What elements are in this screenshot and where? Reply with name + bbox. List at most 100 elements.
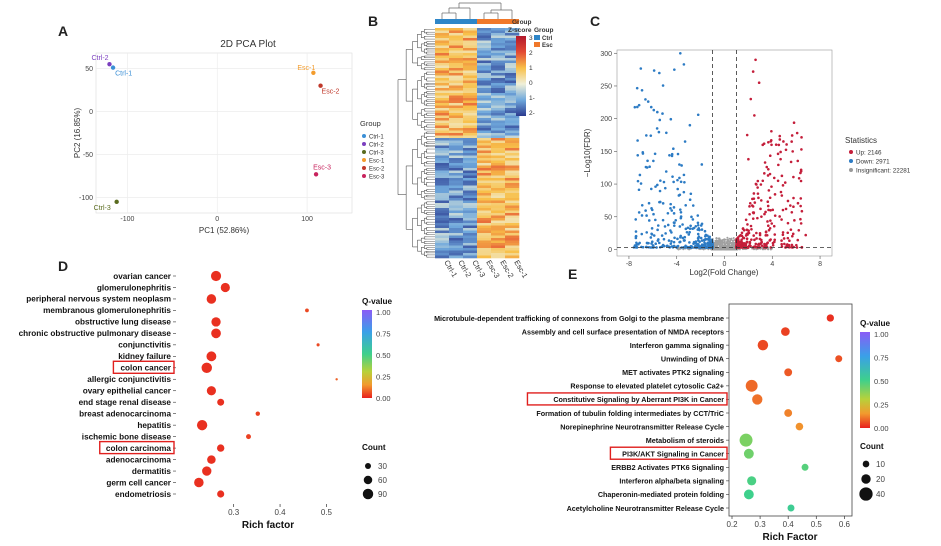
heatmap-cell <box>435 230 450 234</box>
heatmap-cell <box>491 98 506 101</box>
volcano-point-up <box>800 209 804 213</box>
heatmap-group-bar-cell <box>477 19 491 24</box>
heatmap-cell <box>463 85 478 89</box>
volcano-point-down <box>694 240 698 243</box>
volcano-legend-swatch <box>849 150 853 154</box>
volcano-point-down <box>658 200 662 204</box>
heat-group-legend-label: Ctrl <box>542 36 553 42</box>
volcano-point-up <box>751 205 755 208</box>
volcano-point-down <box>688 230 691 234</box>
volcano-point-up <box>792 205 795 208</box>
volcano-point-insignificant <box>730 248 733 251</box>
heatmap-cell <box>449 213 464 216</box>
heatmap-cell <box>491 115 506 119</box>
heatmap-cell <box>449 100 464 104</box>
heatmap-cell <box>477 70 492 74</box>
heat-group-bar-title: Group <box>512 19 532 26</box>
volcano-point-up <box>773 193 777 196</box>
disease-category-label: breast adenocarcinoma <box>79 409 171 418</box>
disease-point <box>255 411 260 416</box>
heatmap-cell <box>463 135 478 139</box>
volcano-y-tick: 0 <box>608 247 612 254</box>
disease-category-label: ovary epithelial cancer <box>83 387 172 396</box>
volcano-point-down <box>682 239 686 242</box>
volcano-point-up <box>770 129 773 133</box>
heatmap-cell <box>449 235 464 239</box>
volcano-y-tick: 200 <box>600 116 612 123</box>
heatmap-cell <box>505 75 520 79</box>
heatmap-cell <box>463 165 478 169</box>
volcano-point-down <box>699 236 703 240</box>
pathway-category-label: Chaperonin-mediated protein folding <box>598 490 724 499</box>
heatmap-cell <box>463 213 478 216</box>
volcano-point-down <box>702 244 706 247</box>
volcano-point-down <box>696 228 700 231</box>
heatmap-cell <box>449 163 464 166</box>
volcano-point-up <box>786 199 790 203</box>
heatmap-cell <box>435 118 450 121</box>
volcano-point-down <box>652 234 656 237</box>
volcano-point-up <box>767 140 770 144</box>
heatmap-cell <box>505 120 520 124</box>
heatmap-cell <box>491 90 506 94</box>
volcano-point-down <box>637 188 641 192</box>
heatmap-cell <box>435 60 450 64</box>
heatmap-cell <box>477 208 492 211</box>
volcano-point-insignificant <box>720 247 723 250</box>
volcano-point-down <box>679 210 683 214</box>
disease-category-label: dermatitis <box>132 467 172 476</box>
volcano-point-up <box>786 231 790 235</box>
heatmap-cell <box>435 195 450 199</box>
volcano-point-down <box>639 67 643 70</box>
volcano-point-up <box>759 207 762 211</box>
volcano-point-insignificant <box>720 244 723 247</box>
disease-qvalue-tick: 0.00 <box>376 394 391 403</box>
heatmap-cell <box>505 98 520 101</box>
heatmap-cell <box>477 85 492 89</box>
volcano-point-up <box>768 154 772 158</box>
volcano-point-down <box>696 113 700 117</box>
heatmap-cell <box>435 135 450 139</box>
pathway-category-label: ERBB2 Activates PTK6 Signaling <box>611 463 724 472</box>
volcano-point-down <box>652 108 656 112</box>
heatmap-cell <box>491 100 506 104</box>
volcano-point-insignificant <box>702 248 705 251</box>
heatmap-cell <box>463 115 478 119</box>
volcano-point-up <box>755 237 758 240</box>
pca-point-esc-2 <box>318 83 323 88</box>
heatmap-cell <box>435 250 450 254</box>
heatmap-cell <box>477 163 492 166</box>
heatmap-cell <box>477 73 492 76</box>
volcano-point-down <box>690 245 693 248</box>
disease-point <box>207 455 216 464</box>
volcano-point-insignificant <box>717 239 720 242</box>
volcano-point-up <box>771 241 775 245</box>
volcano-point-up <box>753 238 756 242</box>
pca-point-ctrl-3 <box>114 199 119 205</box>
heatmap-cell <box>449 120 464 124</box>
pathway-count-label: 40 <box>876 490 885 499</box>
volcano-point-up <box>742 229 746 232</box>
heatmap-cell <box>491 218 506 221</box>
volcano-point-up <box>783 242 786 246</box>
pca-point-label: Ctrl-1 <box>115 71 132 78</box>
volcano-point-up <box>754 242 758 246</box>
volcano-point-down <box>637 103 641 107</box>
volcano-point-down <box>689 224 692 228</box>
heatmap-cell <box>435 208 450 211</box>
volcano-point-down <box>650 227 654 230</box>
heatmap-cell <box>477 48 492 51</box>
heatmap-cell <box>435 30 450 34</box>
volcano-point-up <box>764 234 768 237</box>
volcano-point-up <box>787 243 791 247</box>
volcano-point-down <box>662 244 666 248</box>
disease-category-label: adenocarcinoma <box>106 455 172 464</box>
heatmap-cell <box>463 35 478 39</box>
heatmap-cell <box>463 103 478 106</box>
heatmap-cell <box>477 143 492 146</box>
heatmap-cell <box>477 75 492 79</box>
volcano-point-down <box>678 225 682 228</box>
heatmap-cell <box>477 133 492 136</box>
heatmap-group-bar-cell <box>435 19 449 24</box>
volcano-point-down <box>694 224 698 228</box>
